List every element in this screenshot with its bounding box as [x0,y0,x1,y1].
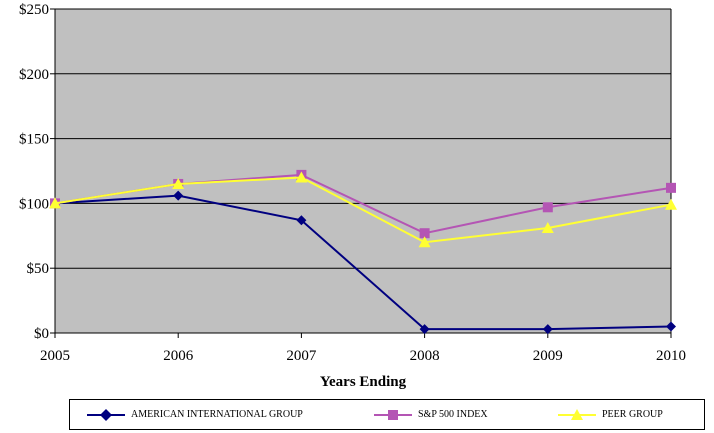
legend-label: PEER GROUP [602,409,663,420]
data-point [542,324,553,335]
x-tick-label: 2010 [656,348,686,364]
y-tick-label: $150 [19,132,49,148]
diamond-marker-icon [87,408,125,421]
y-tick-label: $0 [34,326,49,342]
triangle-marker-icon [558,408,596,420]
legend-label: AMERICAN INTERNATIONAL GROUP [131,409,303,420]
data-point [418,236,431,248]
series-line [54,176,672,244]
square-marker-icon [374,409,412,420]
y-tick-label: $100 [19,196,49,212]
x-tick-label: 2009 [533,348,563,364]
legend-item-aig: AMERICAN INTERNATIONAL GROUP [87,400,303,429]
y-tick-label: $250 [19,2,49,18]
data-point [665,198,677,210]
x-tick-label: 2005 [40,348,70,364]
data-point [172,177,185,189]
x-tick-label: 2006 [163,348,194,364]
y-tick-label: $200 [19,67,49,83]
x-tick-label: 2007 [286,348,317,364]
plot-area [55,9,671,333]
y-axis-ticks: $0 $50 $100 $150 $200 $250 [19,2,55,342]
data-point [296,215,307,226]
series-line [54,194,672,331]
data-point [49,197,61,209]
data-point [666,182,676,193]
data-point [666,321,676,332]
data-point [295,171,308,183]
legend: AMERICAN INTERNATIONAL GROUP S&P 500 IND… [69,399,705,430]
y-tick-label: $50 [27,261,50,277]
series-layer [49,169,677,335]
legend-label: S&P 500 INDEX [418,409,488,420]
legend-item-sp500: S&P 500 INDEX [374,400,488,429]
data-point [541,222,554,234]
series-2 [49,171,677,248]
data-point [419,324,430,335]
legend-item-peer: PEER GROUP [558,400,663,429]
data-point [419,228,430,239]
data-point [173,190,184,201]
data-point [542,202,553,213]
x-axis-title: Years Ending [320,374,407,390]
x-tick-label: 2008 [410,348,440,364]
x-axis-ticks: 2005 2006 2007 2008 2009 2010 [40,333,686,364]
